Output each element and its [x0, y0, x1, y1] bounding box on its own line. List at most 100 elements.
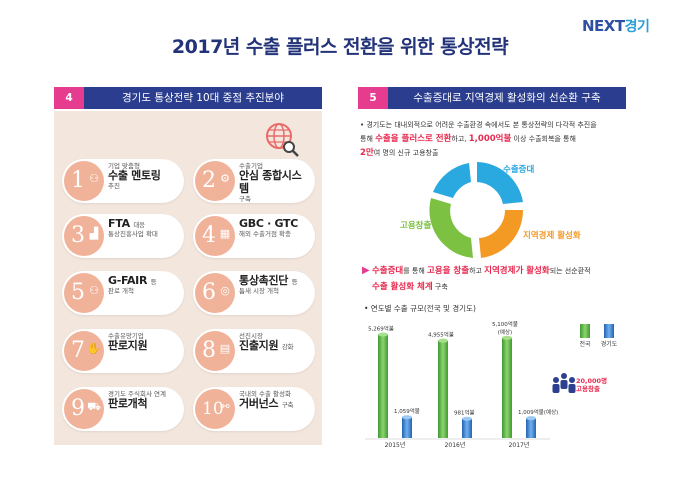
target-icon: ◎ [220, 284, 230, 297]
data-label: (예상) [498, 328, 512, 336]
card-title: 안심 종합시스템 [239, 169, 302, 196]
employment-arc [429, 198, 473, 258]
bar-cap [502, 335, 512, 340]
priority-card: 9 ⛟ 경기도 주식회사 연계 판로개척 [62, 387, 184, 431]
employment-annotation: 20,000명 고용창출 [576, 377, 608, 393]
virtuous-cycle-diagram [429, 162, 524, 258]
card-pre-text: 수출유망기업 [108, 332, 144, 340]
bar-cap [402, 415, 412, 420]
card-post-text: 해외 수출거점 확충 [239, 229, 291, 238]
data-label: 5,269억불 [368, 325, 394, 333]
export-volume-chart: 5,269억불 1,059억불 2015년 4,955억불 981억불 2016년 5,10… [365, 320, 618, 449]
section-title: 경기도 통상전략 10대 중점 추진분야 [84, 87, 322, 109]
people-icon: ⚇ [89, 172, 99, 185]
category-label: 2016년 [445, 441, 466, 449]
category-label: 2015년 [385, 441, 406, 449]
card-post-text: 틈새 시장 개척 [239, 286, 280, 295]
export-increase-arc [477, 162, 523, 204]
card-title: 거버넌스 구축 [239, 397, 294, 411]
priority-card: 5 ⚇ G-FAIR 등 판로 개척 [62, 271, 184, 315]
data-label: 1,009억불(예상) [518, 408, 558, 416]
section-5-header: 5 수출증대로 지역경제 활성화의 선순환 구축 [358, 87, 626, 109]
card-number: 2 [195, 161, 235, 201]
card-post-text: 판로 개척 [108, 286, 134, 295]
chart-title: • 연도별 수출 규모(전국 및 경기도) [364, 304, 476, 313]
bar-cap [462, 416, 472, 421]
chart-icon: ▟ [89, 227, 99, 240]
page-title: 2017년 수출 플러스 전환을 위한 통상전략 [171, 36, 509, 58]
section-title: 수출증대로 지역경제 활성화의 선순환 구축 [388, 87, 626, 109]
section-number: 4 [54, 87, 84, 109]
priority-areas-panel: 1 ⚇ 기업 맞춤형 수출 멘토링 추진 2 ⚙ 수출기업 안심 종합시스템 구축 3 ▟ FTA 대응… [54, 111, 322, 445]
card-pre-text: 기업 맞춤형 [108, 162, 140, 170]
handshake-icon: ✋ [87, 342, 101, 355]
arrow-icon: ▶ [362, 265, 370, 276]
card-number: 7 [64, 331, 104, 371]
card-post-text: 추진 [108, 182, 120, 191]
next-gyeonggi-logo: NEXT경기 [582, 17, 650, 35]
bar-cap [438, 338, 448, 343]
bar-cap [526, 416, 536, 421]
legend-swatch-gyeonggi [604, 324, 614, 338]
cycle-label-export: 수출증대 [503, 165, 535, 175]
legend-swatch-national [580, 324, 590, 338]
regional-economy-arc [479, 210, 524, 258]
card-title: GBC · GTC [239, 217, 299, 230]
card-post-text: 통상진흥사업 확대 [108, 229, 158, 238]
system-icon: ⚙ [220, 172, 230, 185]
card-pre-text: 국내외 수출 활성화 [239, 390, 291, 398]
bar-전국-2017년 [502, 337, 512, 438]
priority-card: 7 ✋ 수출유망기업 판로지원 [62, 329, 184, 373]
book-icon: ▤ [219, 342, 231, 355]
card-number: 10 [195, 389, 235, 429]
bar-경기도-2016년 [462, 418, 472, 438]
priority-card: 8 ▤ 선진시장 진출지원 강화 [193, 329, 315, 373]
data-label: 1,059억불 [394, 407, 420, 415]
card-title: 판로개척 [108, 397, 148, 411]
network-icon: ⚯ [220, 400, 230, 413]
card-number: 6 [195, 273, 235, 313]
bar-경기도-2017년 [526, 418, 536, 438]
bar-전국-2015년 [378, 334, 388, 438]
card-title: FTA 대응 [108, 217, 145, 230]
card-title: 판로지원 [108, 339, 148, 353]
data-label: 981억불 [454, 409, 475, 417]
data-label: 4,955억불 [428, 331, 454, 339]
card-post-text: 구축 [239, 194, 251, 203]
card-number: 8 [195, 331, 235, 371]
card-title: G-FAIR 등 [108, 274, 157, 287]
card-number: 4 [195, 216, 235, 256]
cycle-label-employment: 고용창출 [400, 221, 432, 231]
priority-card: 4 ▦ GBC · GTC 해외 수출거점 확충 [193, 214, 315, 258]
data-label: 5,100억불 [492, 320, 518, 328]
cycle-summary: ▶ 수출증대를 통해 고용을 창출하고 지역경제가 활성화되는 선순환적 수출 … [362, 265, 591, 292]
people-group-icon [552, 373, 576, 393]
card-title: 통상촉진단 등 [239, 274, 298, 287]
priority-card: 2 ⚙ 수출기업 안심 종합시스템 구축 [193, 159, 315, 203]
priority-card: 10 ⚯ 국내외 수출 활성화 거버넌스 구축 [193, 387, 315, 431]
card-number: 1 [64, 161, 104, 201]
legend-label: 경기도 [601, 340, 618, 348]
card-pre-text: 선진시장 [239, 332, 263, 340]
card-pre-text: 수출기업 [239, 162, 263, 170]
card-number: 3 [64, 216, 104, 256]
intro-text: • 경기도는 대내외적으로 어려운 수출환경 속에서도 본 통상전략의 다각적 … [360, 121, 597, 159]
card-title: 수출 멘토링 [108, 169, 161, 183]
bar-경기도-2015년 [402, 417, 412, 438]
section-number: 5 [358, 87, 388, 109]
priority-card: 6 ◎ 통상촉진단 등 틈새 시장 개척 [193, 271, 315, 315]
people-icon: ⚇ [89, 284, 99, 297]
cart-icon: ⛟ [87, 400, 101, 413]
bar-전국-2016년 [438, 340, 448, 438]
card-title: 진출지원 강화 [239, 339, 294, 353]
building-icon: ▦ [219, 227, 231, 240]
card-pre-text: 경기도 주식회사 연계 [108, 390, 166, 398]
card-number: 9 [64, 389, 104, 429]
card-number: 5 [64, 273, 104, 313]
cycle-label-economy: 지역경제 활성화 [523, 231, 581, 241]
category-label: 2017년 [509, 441, 530, 449]
legend-label: 전국 [579, 340, 591, 348]
globe-search-icon [266, 123, 299, 157]
priority-card: 3 ▟ FTA 대응 통상진흥사업 확대 [62, 214, 184, 258]
bar-cap [378, 332, 388, 337]
